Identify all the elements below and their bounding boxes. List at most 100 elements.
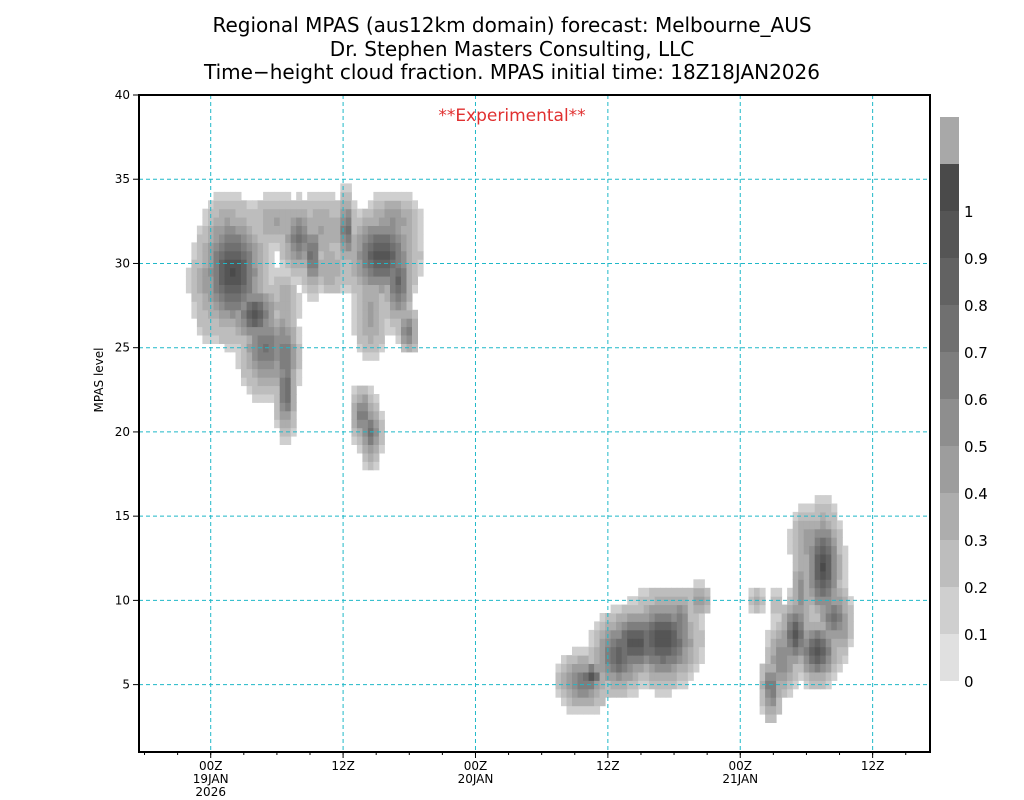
cloud-cell <box>676 672 683 681</box>
cloud-cell <box>290 267 297 277</box>
cloud-cell <box>820 511 827 521</box>
cloud-cell <box>356 394 363 403</box>
cloud-cell <box>274 284 281 294</box>
cloud-cell <box>792 621 799 631</box>
cloud-cell <box>638 663 645 673</box>
cloud-cell <box>301 242 308 252</box>
cloud-cell <box>257 301 264 311</box>
cloud-cell <box>296 242 303 252</box>
cloud-cell <box>406 284 413 294</box>
cloud-cell <box>279 419 286 429</box>
cloud-cell <box>268 234 275 243</box>
cloud-cell <box>356 419 363 429</box>
cloud-cell <box>390 292 396 302</box>
cloud-cell <box>285 368 292 378</box>
cloud-cell <box>378 191 385 201</box>
cloud-cell <box>274 318 281 328</box>
cloud-cell <box>224 217 231 226</box>
cloud-cell <box>268 267 275 277</box>
cloud-cell <box>401 267 407 277</box>
cloud-cell <box>257 200 264 210</box>
cloud-cell <box>362 394 369 403</box>
cloud-cell <box>809 579 816 589</box>
colorbar-segment <box>940 493 959 540</box>
cloud-cell <box>274 292 281 302</box>
cloud-cell <box>682 629 689 639</box>
cloud-cell <box>318 200 325 210</box>
cloud-cell <box>599 638 606 648</box>
cloud-cell <box>279 368 286 378</box>
cloud-cell <box>213 301 220 311</box>
cloud-cell <box>230 309 236 319</box>
cloud-cell <box>555 688 562 698</box>
cloud-cell <box>831 663 838 673</box>
cloud-cell <box>798 554 805 563</box>
cloud-cell <box>378 427 385 437</box>
cloud-cell <box>334 250 341 260</box>
cloud-cell <box>290 326 297 336</box>
cloud-cell <box>836 655 843 664</box>
cloud-cell <box>362 267 369 277</box>
cloud-cell <box>693 663 700 673</box>
cloud-cell <box>566 697 573 707</box>
colorbar-label: 0.6 <box>964 391 988 409</box>
cloud-cell <box>798 587 805 597</box>
cloud-cell <box>252 318 259 328</box>
cloud-cell <box>748 587 755 597</box>
cloud-cell <box>803 629 810 639</box>
cloud-cell <box>224 191 231 201</box>
cloud-cell <box>792 672 799 681</box>
cloud-cell <box>809 629 816 639</box>
cloud-cell <box>660 646 667 656</box>
cloud-cell <box>588 688 595 698</box>
cloud-cell <box>312 217 319 226</box>
cloud-cell <box>831 613 838 622</box>
cloud-cell <box>224 225 231 235</box>
cloud-cell <box>665 688 672 698</box>
cloud-cell <box>351 427 358 437</box>
cloud-cell <box>594 629 601 639</box>
cloud-cell <box>847 613 854 622</box>
cloud-cell <box>241 267 247 277</box>
cloud-cell <box>285 410 292 420</box>
cloud-cell <box>561 697 567 707</box>
cloud-cell <box>825 537 832 547</box>
cloud-cell <box>836 520 843 530</box>
cloud-cell <box>776 604 783 614</box>
cloud-cell <box>263 309 270 319</box>
cloud-cell <box>351 200 358 210</box>
cloud-cell <box>693 587 700 597</box>
cloud-cell <box>395 276 402 285</box>
cloud-cell <box>279 200 286 210</box>
cloud-cell <box>693 579 700 589</box>
cloud-cell <box>781 646 788 656</box>
cloud-cell <box>378 419 385 429</box>
cloud-cell <box>279 377 286 387</box>
cloud-cell <box>329 208 336 218</box>
cloud-cell <box>345 234 352 243</box>
cloud-cell <box>296 200 303 210</box>
cloud-cell <box>583 672 589 681</box>
cloud-cell <box>246 360 253 370</box>
cloud-cell <box>599 621 606 631</box>
cloud-cell <box>274 410 281 420</box>
cloud-cell <box>632 604 639 614</box>
cloud-cell <box>290 351 297 361</box>
cloud-cell <box>561 655 567 664</box>
cloud-cell <box>384 250 391 260</box>
cloud-cell <box>263 284 270 294</box>
cloud-cell <box>268 318 275 328</box>
cloud-cell <box>378 318 385 328</box>
cloud-cell <box>798 528 805 538</box>
cloud-cell <box>362 444 369 454</box>
cloud-cell <box>649 672 656 681</box>
cloud-cell <box>224 250 231 260</box>
cloud-cell <box>803 621 810 631</box>
cloud-cell <box>836 570 843 580</box>
cloud-cell <box>676 604 683 614</box>
cloud-cell <box>643 621 650 631</box>
cloud-cell <box>213 335 220 344</box>
cloud-cell <box>787 688 794 698</box>
cloud-cell <box>417 250 424 260</box>
cloud-cell <box>792 545 799 555</box>
